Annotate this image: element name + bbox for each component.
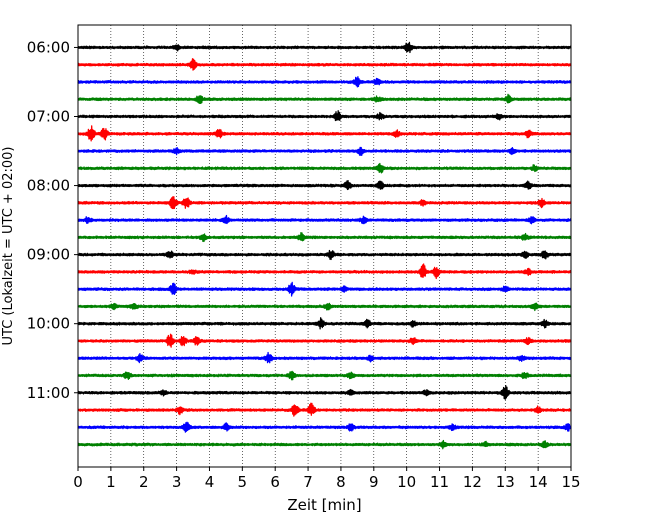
trace-0815 <box>77 196 572 210</box>
x-tick-label: 3 <box>172 473 182 491</box>
trace-0745 <box>77 162 572 174</box>
trace-1015 <box>77 333 572 348</box>
trace-0915 <box>77 263 572 280</box>
seismogram-traces <box>77 41 572 450</box>
y-tick-label: 06:00 <box>27 38 70 56</box>
trace-1115 <box>77 402 572 417</box>
y-axis-ticks: 06:00 07:00 08:00 09:00 10:00 11:00 <box>27 38 78 402</box>
trace-0900 <box>77 249 572 261</box>
trace-0630 <box>77 76 572 88</box>
x-tick-label: 14 <box>529 473 548 491</box>
y-axis-label: UTC (Lokalzeit = UTC + 02:00) <box>1 147 16 346</box>
x-tick-label: 12 <box>463 473 482 491</box>
trace-1045 <box>77 370 572 381</box>
trace-0715 <box>77 125 572 142</box>
x-tick-label: 11 <box>430 473 449 491</box>
x-tick-label: 13 <box>496 473 515 491</box>
trace-1130 <box>77 421 572 433</box>
trace-0830 <box>77 214 572 225</box>
x-tick-label: 2 <box>139 473 149 491</box>
trace-0930 <box>77 281 572 297</box>
x-tick-label: 5 <box>238 473 248 491</box>
x-axis-label: Zeit [min] <box>287 496 361 514</box>
x-tick-label: 15 <box>561 473 580 491</box>
trace-0700 <box>77 110 572 122</box>
y-tick-label: 11:00 <box>27 384 70 402</box>
y-tick-label: 07:00 <box>27 108 70 126</box>
trace-1000 <box>77 317 572 330</box>
trace-0800 <box>77 180 572 191</box>
x-tick-label: 4 <box>205 473 215 491</box>
trace-1100 <box>77 385 572 400</box>
x-tick-label: 0 <box>73 473 83 491</box>
x-tick-label: 10 <box>397 473 416 491</box>
trace-0945 <box>77 302 572 312</box>
trace-0730 <box>77 146 572 156</box>
trace-0645 <box>77 93 572 105</box>
trace-0615 <box>77 58 572 71</box>
x-tick-label: 7 <box>303 473 313 491</box>
trace-0845 <box>77 232 572 243</box>
x-tick-label: 6 <box>270 473 280 491</box>
trace-1145 <box>77 439 572 450</box>
trace-0600 <box>77 41 572 54</box>
plot-frame <box>77 24 572 468</box>
y-tick-label: 10:00 <box>27 315 70 333</box>
trace-1030 <box>77 351 572 364</box>
x-axis-ticks: 0 1 2 3 4 5 6 7 8 9 10 11 12 13 14 15 <box>73 467 581 491</box>
y-tick-label: 08:00 <box>27 177 70 195</box>
y-tick-label: 09:00 <box>27 246 70 264</box>
x-tick-label: 8 <box>336 473 346 491</box>
x-tick-label: 1 <box>106 473 116 491</box>
x-tick-label: 9 <box>369 473 379 491</box>
